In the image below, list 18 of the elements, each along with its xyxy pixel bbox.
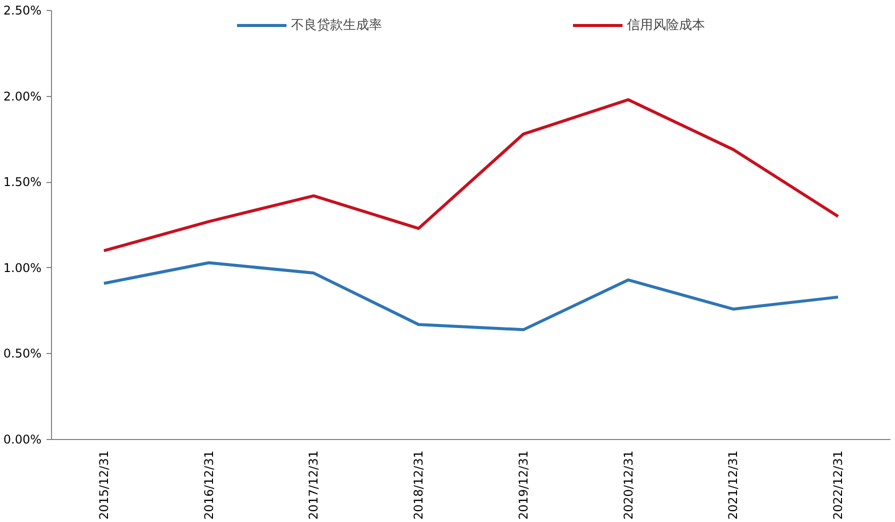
y-tick-label: 0.50% <box>3 346 42 361</box>
y-tick-label: 0.00% <box>3 432 42 446</box>
x-tick-label: 2020/12/31 <box>621 450 636 520</box>
y-tick-label: 1.00% <box>3 260 42 275</box>
y-tick-label: 2.00% <box>3 89 42 104</box>
x-tick-label: 2019/12/31 <box>516 450 530 520</box>
x-tick-label: 2018/12/31 <box>412 450 426 520</box>
line-series <box>102 98 840 252</box>
y-tick-label: 1.50% <box>3 175 42 190</box>
legend-label: 不良贷款生成率 <box>291 17 382 34</box>
x-tick-label: 2022/12/31 <box>831 450 846 520</box>
x-tick-label: 2017/12/31 <box>306 450 321 520</box>
line-series <box>102 261 840 332</box>
legend-label: 信用风险成本 <box>627 17 705 34</box>
y-tick-label: 2.50% <box>3 4 42 18</box>
x-tick-label: 2021/12/31 <box>726 450 740 520</box>
x-tick-label: 2015/12/31 <box>96 450 111 520</box>
x-tick-label: 2016/12/31 <box>202 450 216 520</box>
